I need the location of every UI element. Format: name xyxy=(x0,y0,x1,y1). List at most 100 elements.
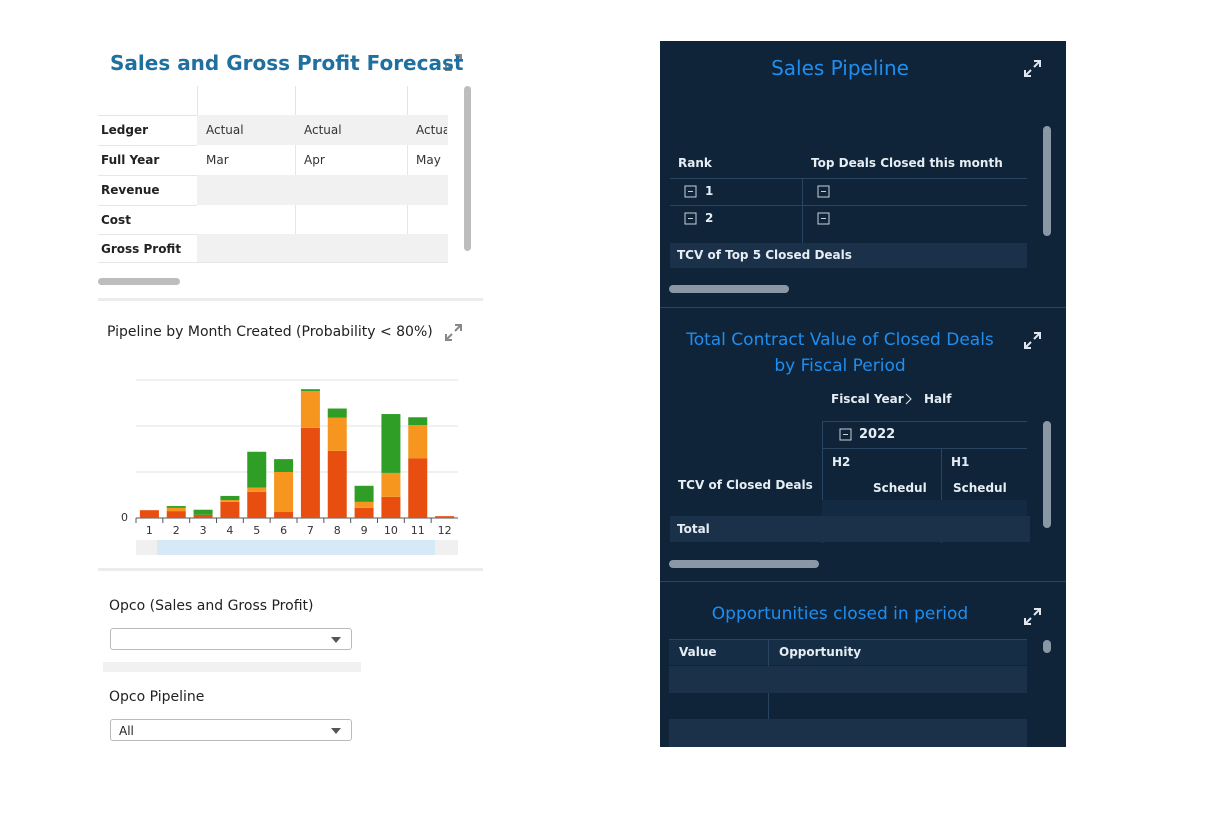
bar-segment xyxy=(193,514,213,518)
row-fill xyxy=(669,719,1027,747)
scrollbar-v[interactable] xyxy=(1043,126,1051,236)
bar-segment xyxy=(220,500,240,502)
bar-segment xyxy=(193,509,213,515)
breadcrumb: Fiscal Year xyxy=(831,392,904,406)
table-row-border xyxy=(98,175,197,176)
pipeline-title: Sales Pipeline xyxy=(771,56,909,80)
filter-label: Opco (Sales and Gross Profit) xyxy=(109,598,314,614)
row-header: Gross Profit xyxy=(101,242,182,256)
x-tick-label: 2 xyxy=(173,524,180,537)
table-row-border xyxy=(98,145,197,146)
row-fill xyxy=(822,500,1027,516)
dropdown-arrow xyxy=(331,728,341,734)
chart-title: Pipeline by Month Created (Probability <… xyxy=(107,324,433,340)
filter-separator xyxy=(103,662,361,672)
rank: 2 xyxy=(705,211,714,225)
col-header: Rank xyxy=(678,156,712,170)
col-header: Value xyxy=(679,645,717,659)
x-tick-label: 9 xyxy=(361,524,368,537)
x-tick-label: 12 xyxy=(438,524,452,537)
dropdown[interactable] xyxy=(110,628,352,650)
col-border xyxy=(822,421,823,543)
half: H2 xyxy=(832,455,851,469)
bar-segment xyxy=(381,496,401,518)
bar-segment xyxy=(274,472,294,513)
table-col-border xyxy=(407,86,408,115)
table-row-border xyxy=(98,262,197,263)
header-row xyxy=(669,640,1027,665)
range-slider[interactable] xyxy=(157,540,435,555)
table-col-border xyxy=(407,205,408,234)
x-tick-label: 10 xyxy=(384,524,398,537)
table-row-border xyxy=(98,205,197,206)
collapse-icon xyxy=(839,428,852,441)
bar-segment xyxy=(166,506,186,508)
table-row-border xyxy=(98,234,197,235)
table-cell: Apr xyxy=(304,153,325,167)
table-row-fill xyxy=(197,205,448,235)
bar-segment xyxy=(300,389,320,392)
bar-segment xyxy=(220,501,240,518)
bar-segment xyxy=(300,427,320,518)
row-border xyxy=(670,205,1027,206)
divider xyxy=(98,568,483,571)
table-col-border xyxy=(197,86,198,115)
x-tick-label: 7 xyxy=(307,524,314,537)
year: 2022 xyxy=(859,427,896,442)
row-border xyxy=(669,639,1027,640)
table-col-border xyxy=(407,145,408,175)
bar-segment xyxy=(327,450,347,518)
x-tick-label: 11 xyxy=(411,524,425,537)
tcv-title: Total Contract Value of Closed Deals by … xyxy=(686,330,994,376)
divider xyxy=(660,581,1066,582)
table-cell: Actual xyxy=(304,123,342,137)
collapse-icon xyxy=(817,212,830,225)
breadcrumb-arrow xyxy=(905,393,912,405)
half: H1 xyxy=(951,455,970,469)
collapse-icon xyxy=(684,185,697,198)
bar-segment xyxy=(274,459,294,472)
expand-icon[interactable] xyxy=(445,54,462,71)
bar-segment xyxy=(247,491,267,518)
scrollbar-h[interactable] xyxy=(669,560,819,568)
total-row: Total xyxy=(670,516,1030,542)
breadcrumb: Half xyxy=(924,392,952,406)
table-col-border xyxy=(295,145,296,175)
row-border xyxy=(822,448,1027,449)
bar-segment xyxy=(300,391,320,428)
table-col-border xyxy=(295,86,296,115)
bar-segment xyxy=(381,414,401,473)
col-header: Opportunity xyxy=(779,645,862,659)
bar-segment xyxy=(327,408,347,418)
bar-segment xyxy=(220,495,240,501)
scrollbar-v[interactable] xyxy=(1043,421,1051,528)
table-col-border xyxy=(295,205,296,234)
expand-icon[interactable] xyxy=(1024,608,1041,625)
row-header: Full Year xyxy=(101,153,160,167)
footer-row: TCV of Top 5 Closed Deals xyxy=(670,243,1027,268)
col-border xyxy=(768,640,769,747)
x-tick-label: 4 xyxy=(226,524,233,537)
expand-icon[interactable] xyxy=(1024,332,1041,349)
table-cell: Actua xyxy=(416,123,447,137)
table-cell: Actual xyxy=(206,123,244,137)
expand-icon[interactable] xyxy=(445,324,462,341)
bar-segment xyxy=(408,417,428,426)
bar-segment xyxy=(247,487,267,492)
x-tick-label: 1 xyxy=(146,524,153,537)
opportunities-title: Opportunities closed in period xyxy=(711,604,969,624)
expand-icon[interactable] xyxy=(1024,60,1041,77)
row-border xyxy=(670,178,1027,179)
rank: 1 xyxy=(705,184,714,198)
scrollbar-v[interactable] xyxy=(1043,640,1051,653)
bar-segment xyxy=(274,512,294,518)
scrollbar-h[interactable] xyxy=(98,278,180,285)
filter-label: Opco Pipeline xyxy=(109,689,205,705)
dropdown[interactable]: All xyxy=(110,719,352,741)
scrollbar-v[interactable] xyxy=(464,86,471,251)
measure: Schedul xyxy=(953,481,1007,495)
scrollbar-h[interactable] xyxy=(669,285,789,293)
collapse-icon xyxy=(684,212,697,225)
table-row-fill xyxy=(197,234,448,263)
